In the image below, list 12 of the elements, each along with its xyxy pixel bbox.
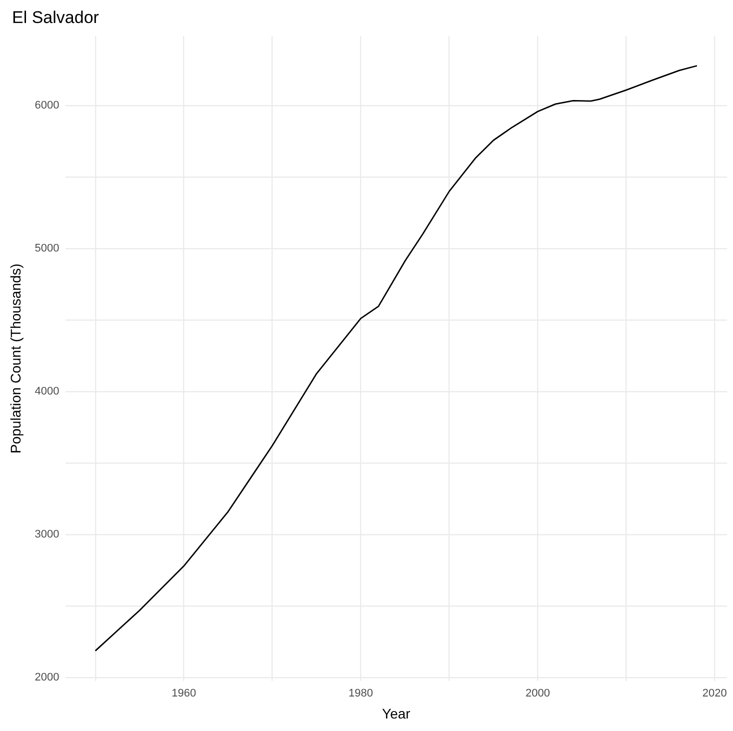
y-tick-label: 5000 [34, 242, 60, 254]
chart-title: El Salvador [12, 8, 99, 28]
x-tick-label: 2000 [525, 688, 550, 700]
y-tick-label: 6000 [34, 99, 60, 112]
y-tick-label: 2000 [34, 671, 60, 684]
x-axis-title: Year [382, 705, 411, 722]
y-tick-label: 3000 [34, 528, 60, 540]
x-tick-label: 1960 [172, 688, 196, 700]
x-tick-label: 1980 [348, 688, 374, 700]
y-axis-title: Population Count (Thousands) [7, 264, 24, 454]
y-tick-label: 4000 [34, 385, 60, 398]
x-tick-label: 2020 [702, 688, 727, 700]
